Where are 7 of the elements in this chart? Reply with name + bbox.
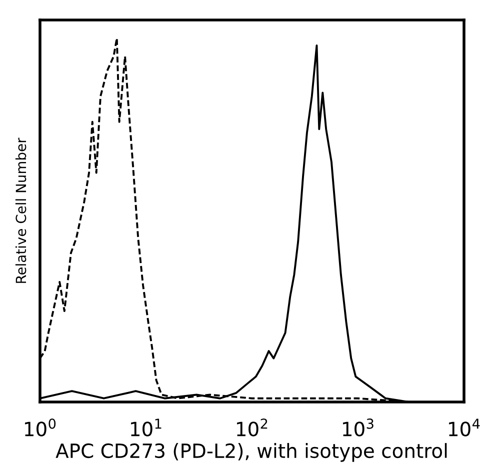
x-tick-label: 10$^{0}$ bbox=[25, 418, 56, 436]
x-axis-title: APC CD273 (PD-L2), with isotype control bbox=[56, 443, 447, 462]
x-tick-label: 10$^{1}$ bbox=[131, 418, 162, 436]
x-tick-label: 10$^{3}$ bbox=[343, 418, 374, 436]
x-tick-label: 10$^{2}$ bbox=[237, 418, 268, 436]
x-tick-label: 10$^{4}$ bbox=[449, 418, 480, 436]
y-axis-title: Relative Cell Number bbox=[15, 138, 26, 283]
